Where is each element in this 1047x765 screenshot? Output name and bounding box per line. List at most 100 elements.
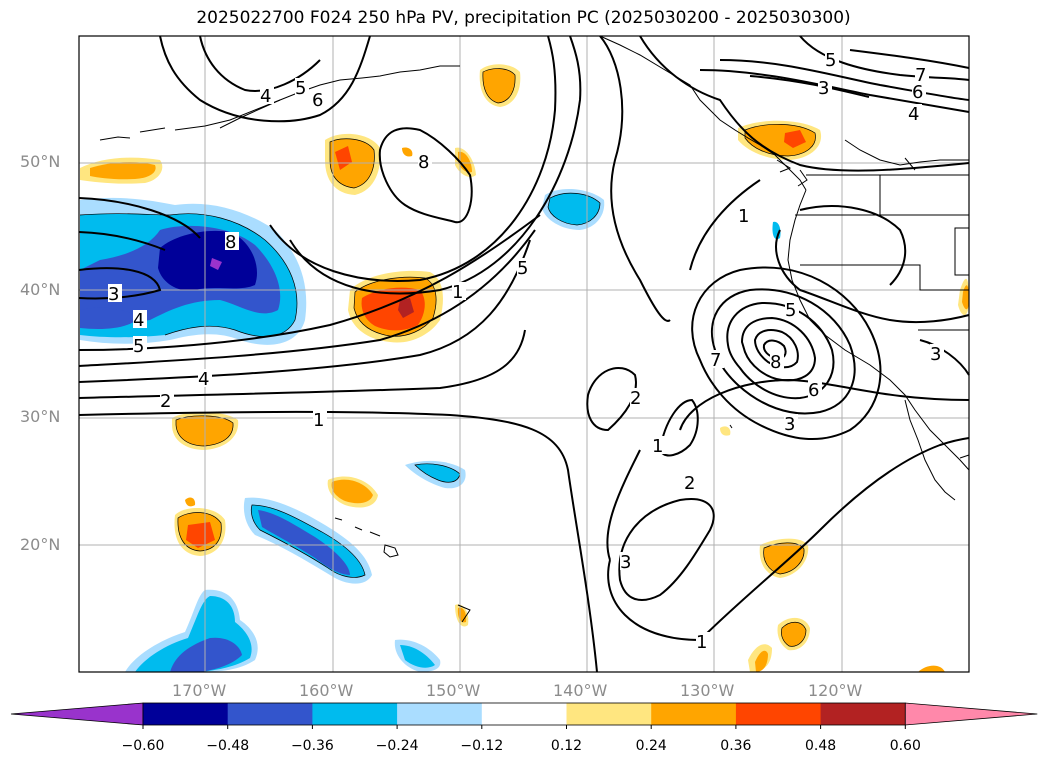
svg-text:6: 6 [808, 380, 819, 401]
graticule [79, 36, 969, 672]
colorbar-tick-label: 0.60 [889, 738, 921, 754]
svg-text:5: 5 [133, 336, 144, 357]
contour-label: 5 [785, 300, 799, 321]
svg-text:8: 8 [418, 152, 429, 173]
svg-text:3: 3 [818, 78, 829, 99]
svg-text:8: 8 [770, 352, 781, 373]
svg-text:5: 5 [517, 258, 528, 279]
svg-text:3: 3 [108, 284, 119, 305]
svg-text:6: 6 [912, 82, 923, 103]
colorbar-tick-label: −0.36 [290, 738, 334, 754]
contour-label: 4 [133, 310, 147, 331]
lat-label-40n: 40°N [20, 280, 61, 299]
colorbar-tick-label: 0.12 [550, 738, 583, 754]
svg-text:4: 4 [260, 86, 271, 107]
svg-text:6: 6 [312, 90, 323, 111]
colorbar-tick-label: −0.48 [206, 738, 250, 754]
lon-label-130w: 130°W [680, 681, 735, 700]
contour-label: 8 [770, 352, 784, 373]
colorbar-segment [143, 703, 229, 725]
contour-label: 3 [818, 78, 832, 99]
colorbar-segment [312, 703, 398, 725]
lon-label-140w: 140°W [553, 681, 608, 700]
colorbar [10, 702, 1038, 729]
contour-label: 7 [915, 65, 929, 86]
colorbar-segment [735, 703, 822, 725]
svg-text:5: 5 [825, 50, 836, 71]
svg-text:2: 2 [630, 388, 641, 409]
contour-label: 4 [260, 86, 274, 107]
pv-contours [78, 35, 970, 673]
contour-label: 2 [684, 473, 698, 494]
colorbar-segment [397, 703, 483, 725]
contour-label: 5 [517, 258, 531, 279]
map-frame [78, 35, 970, 673]
map-panel: 5 4 6 8 5 7 6 4 3 1 5 1 8 3 4 5 4 2 1 5 … [78, 35, 970, 673]
contour-label: 8 [418, 152, 432, 173]
svg-text:8: 8 [225, 232, 236, 253]
figure-title: 2025022700 F024 250 hPa PV, precipitatio… [196, 8, 851, 28]
contour-label: 7 [710, 350, 724, 371]
colorbar-tick-label: 0.24 [635, 738, 667, 754]
svg-text:3: 3 [784, 414, 795, 435]
contour-label: 6 [808, 380, 822, 401]
svg-text:3: 3 [620, 552, 631, 573]
contour-label: 1 [652, 436, 666, 457]
contour-label: 5 [133, 336, 147, 357]
contour-label: 1 [452, 282, 466, 303]
colorbar-extend-high [904, 702, 1038, 726]
svg-text:1: 1 [696, 632, 707, 653]
contour-label: 1 [696, 632, 710, 653]
contour-label: 8 [225, 232, 239, 253]
contour-label: 4 [198, 369, 212, 390]
svg-text:5: 5 [295, 78, 306, 99]
precip-outlines [79, 68, 816, 647]
lon-label-150w: 150°W [426, 681, 481, 700]
svg-text:1: 1 [652, 436, 663, 457]
colorbar-extend-low [10, 702, 144, 726]
lon-label-120w: 120°W [808, 681, 863, 700]
colorbar-tick-label: −0.60 [121, 738, 165, 754]
svg-text:3: 3 [930, 344, 941, 365]
svg-text:1: 1 [313, 410, 324, 431]
svg-text:2: 2 [160, 391, 171, 412]
lon-label-170w: 170°W [172, 681, 227, 700]
colorbar-segment [481, 703, 567, 725]
contour-label: 3 [620, 552, 634, 573]
svg-text:4: 4 [908, 104, 919, 125]
lat-label-20n: 20°N [20, 535, 61, 554]
contour-label: 3 [108, 284, 122, 305]
contour-labels: 5 4 6 8 5 7 6 4 3 1 5 1 8 3 4 5 4 2 1 5 … [108, 50, 944, 653]
map-background [79, 36, 969, 672]
contour-label: 5 [825, 50, 839, 71]
colorbar-tick-label: −0.24 [375, 738, 419, 754]
colorbar-segment [566, 703, 652, 725]
lat-label-50n: 50°N [20, 152, 61, 171]
svg-text:7: 7 [915, 65, 926, 86]
colorbar-segment [227, 703, 313, 725]
contour-label: 1 [313, 410, 327, 431]
svg-text:7: 7 [710, 350, 721, 371]
lon-label-160w: 160°W [299, 681, 354, 700]
contour-label: 5 [295, 78, 309, 99]
contour-label: 2 [630, 388, 644, 409]
colorbar-segment [820, 703, 906, 725]
colorbar-tick-label: −0.12 [460, 738, 504, 754]
contour-label: 3 [930, 344, 944, 365]
coastlines [99, 35, 970, 623]
precip-negative-anomalies [80, 188, 781, 672]
svg-text:1: 1 [452, 282, 463, 303]
svg-text:5: 5 [785, 300, 796, 321]
colorbar-segment [651, 703, 737, 725]
contour-label: 1 [738, 206, 752, 227]
svg-text:1: 1 [738, 206, 749, 227]
colorbar-tick-label: 0.36 [720, 738, 752, 754]
svg-text:2: 2 [684, 473, 695, 494]
contour-label: 6 [912, 82, 926, 103]
svg-text:4: 4 [133, 310, 144, 331]
colorbar-tick-label: 0.48 [805, 738, 837, 754]
svg-text:4: 4 [198, 369, 209, 390]
lat-label-30n: 30°N [20, 407, 61, 426]
contour-label: 4 [908, 104, 922, 125]
